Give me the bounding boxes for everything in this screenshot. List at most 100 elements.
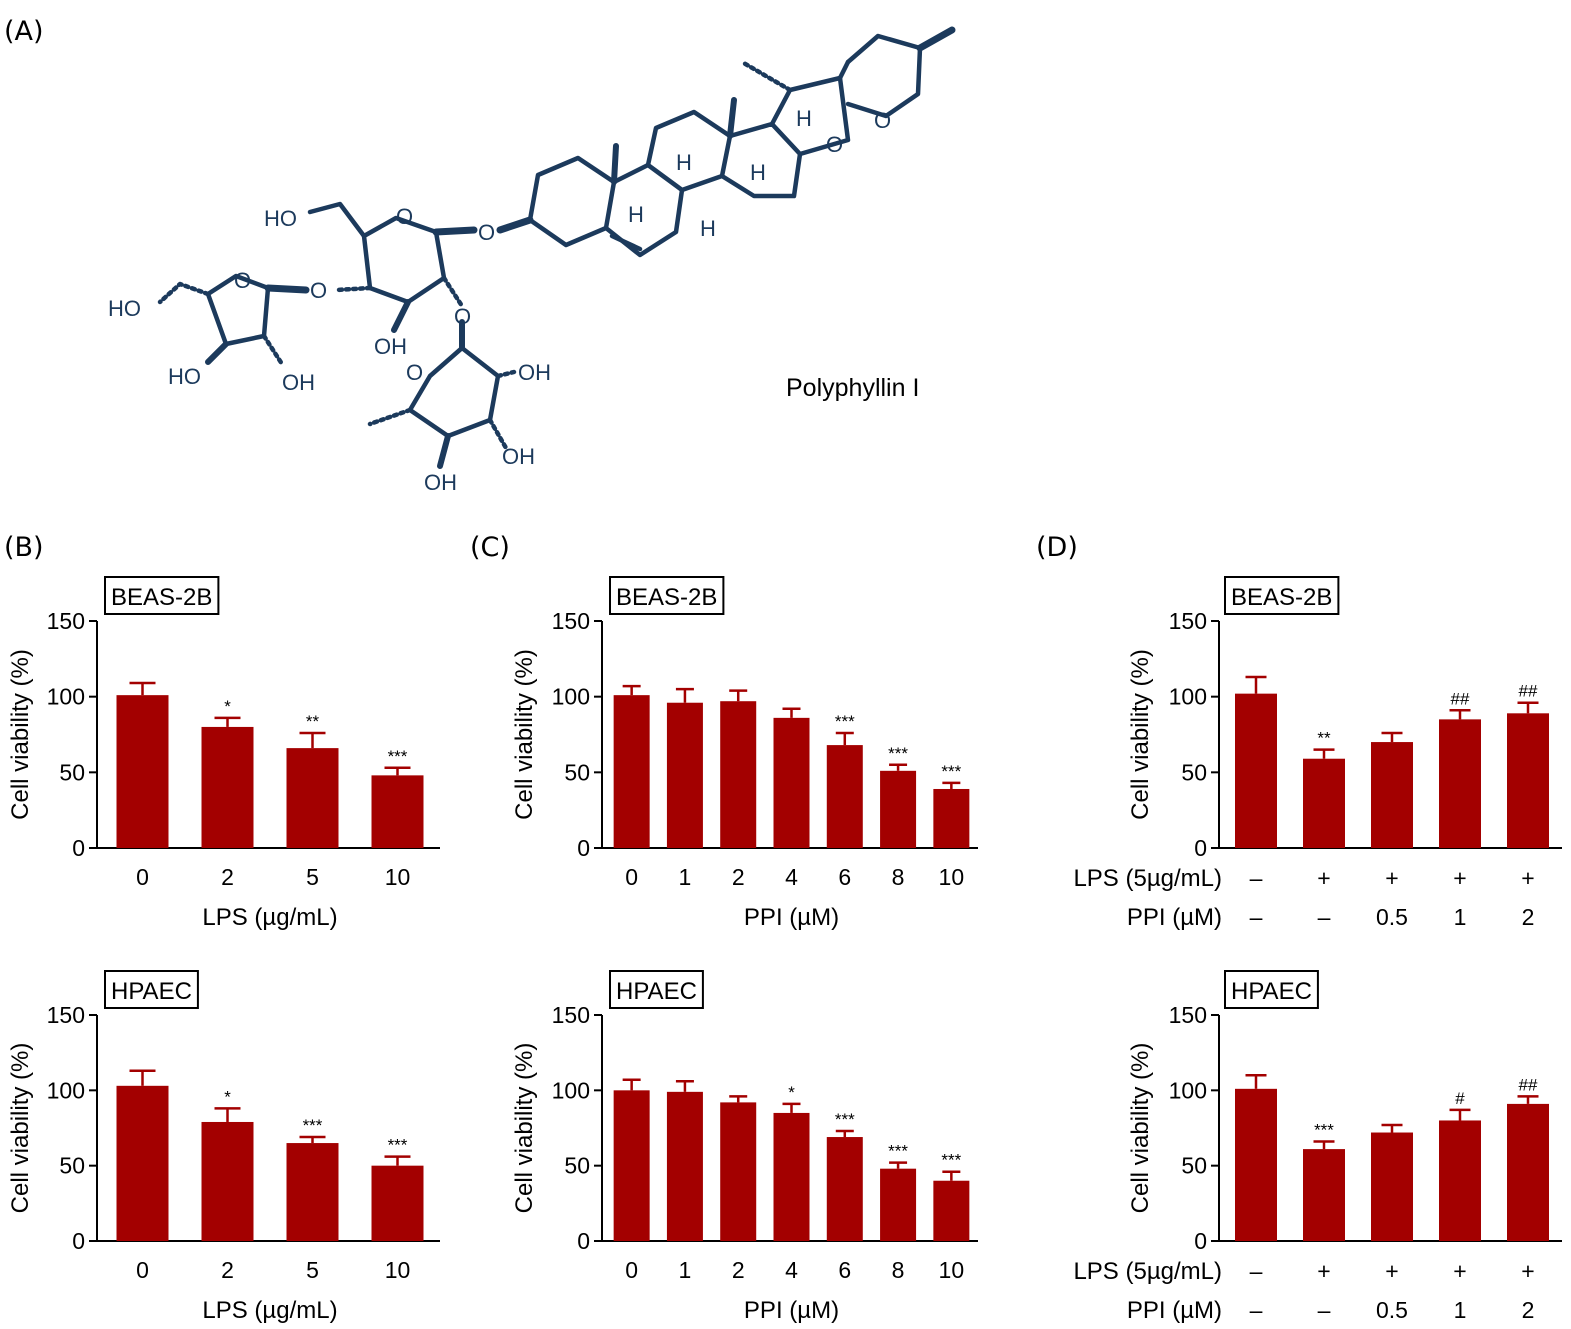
rhamnose-methyl [367, 407, 413, 427]
ppi-row-value: – [1318, 904, 1331, 930]
glycoside-link [496, 216, 534, 234]
x-tick-label: 0 [136, 864, 149, 890]
y-tick-label: 0 [72, 1228, 85, 1254]
bar [773, 1112, 810, 1241]
significance-label: *** [1314, 1121, 1334, 1140]
x-tick-label: 4 [785, 1257, 798, 1283]
significance-label: ## [1519, 1075, 1538, 1094]
lps-row-value: – [1250, 1258, 1263, 1284]
y-tick-label: 100 [47, 684, 85, 710]
y-tick-label: 100 [552, 1077, 590, 1103]
bar [286, 1143, 339, 1241]
glucose-ch2oh [307, 201, 367, 239]
y-tick-label: 0 [1194, 1228, 1207, 1254]
y-tick-label: 50 [1181, 1153, 1207, 1179]
bar [613, 1090, 650, 1241]
atom-label: H [750, 160, 766, 185]
atom-label: OH [374, 334, 407, 359]
ring-d [719, 121, 803, 199]
significance-label: ## [1519, 682, 1538, 701]
bar [720, 1102, 757, 1241]
arabinose-ring [205, 273, 271, 347]
structure-atom-labels: HO O O HO O O OH HO OH O O OH OH OH H H … [108, 106, 891, 495]
y-tick-label: 150 [47, 1002, 85, 1028]
lps-row-value: + [1317, 865, 1330, 891]
ring-b-double [609, 233, 643, 252]
cell-line-box [104, 576, 220, 615]
bar [1303, 758, 1345, 848]
bar [826, 745, 863, 848]
bar [880, 1168, 917, 1241]
ppi-row-label: PPI (µM) [1127, 1297, 1222, 1324]
panel-label-d: (D) [1036, 532, 1078, 563]
bar [371, 775, 424, 848]
y-tick-label: 100 [47, 1077, 85, 1103]
atom-label: OH [518, 360, 551, 385]
atom-label: OH [502, 444, 535, 469]
x-tick-label: 2 [732, 1257, 745, 1283]
methyl-c10 [611, 143, 619, 185]
y-axis-title: Cell viability (%) [7, 649, 34, 820]
significance-label: ## [1451, 689, 1470, 708]
y-tick-label: 50 [564, 759, 590, 785]
bar [720, 701, 757, 848]
arabinose-ch2oh [157, 281, 211, 305]
bar [666, 702, 703, 848]
lps-row-value: + [1385, 1258, 1398, 1284]
bar [880, 770, 917, 848]
atom-label: HO [108, 296, 141, 321]
bar [773, 717, 810, 848]
significance-label: *** [941, 1151, 961, 1170]
bar [116, 1085, 169, 1241]
ppi-row-value: 1 [1454, 1297, 1467, 1323]
atom-label: H [628, 202, 644, 227]
bar [201, 1121, 254, 1241]
y-tick-label: 0 [577, 835, 590, 861]
bar [1371, 742, 1413, 848]
y-tick-label: 50 [1181, 759, 1207, 785]
y-tick-label: 150 [1169, 1002, 1207, 1028]
cell-line-label: HPAEC [616, 978, 697, 1005]
atom-label: O [478, 220, 495, 245]
atom-label: O [874, 108, 891, 133]
glucose-c3 [391, 299, 411, 333]
significance-label: * [224, 697, 231, 716]
y-tick-label: 150 [1169, 608, 1207, 634]
x-axis-title: LPS (µg/mL) [202, 1297, 337, 1324]
panel-label-c: (C) [470, 532, 510, 563]
ppi-row-value: – [1318, 1297, 1331, 1323]
ppi-row-value: 0.5 [1376, 904, 1408, 930]
x-tick-label: 6 [838, 1257, 851, 1283]
arabinose-c2 [261, 333, 285, 367]
x-axis-title: PPI (µM) [744, 1297, 839, 1324]
atom-label: O [406, 360, 423, 385]
x-tick-label: 4 [785, 864, 798, 890]
significance-label: # [1455, 1089, 1465, 1108]
ppi-row-value: 2 [1522, 1297, 1535, 1323]
y-axis-title: Cell viability (%) [1127, 649, 1154, 820]
x-tick-label: 2 [221, 1257, 234, 1283]
ring-a [527, 155, 617, 248]
bar [371, 1165, 424, 1241]
ring-c [645, 109, 733, 193]
methyl-c20 [739, 59, 793, 93]
bar [826, 1137, 863, 1241]
lps-row-value: + [1521, 1258, 1534, 1284]
atom-label: O [310, 278, 327, 303]
x-tick-label: 2 [732, 864, 745, 890]
x-tick-label: 2 [221, 864, 234, 890]
ppi-row-value: 2 [1522, 904, 1535, 930]
arabinose-c3 [205, 341, 229, 365]
lps-row-label: LPS (5µg/mL) [1073, 1258, 1222, 1285]
atom-label: O [396, 204, 413, 229]
bar [1235, 693, 1277, 848]
x-axis-title: LPS (µg/mL) [202, 904, 337, 931]
glucose-c1 [432, 226, 478, 236]
cell-line-label: BEAS-2B [1231, 584, 1332, 611]
y-tick-label: 150 [552, 608, 590, 634]
spiro-bond [837, 59, 851, 81]
